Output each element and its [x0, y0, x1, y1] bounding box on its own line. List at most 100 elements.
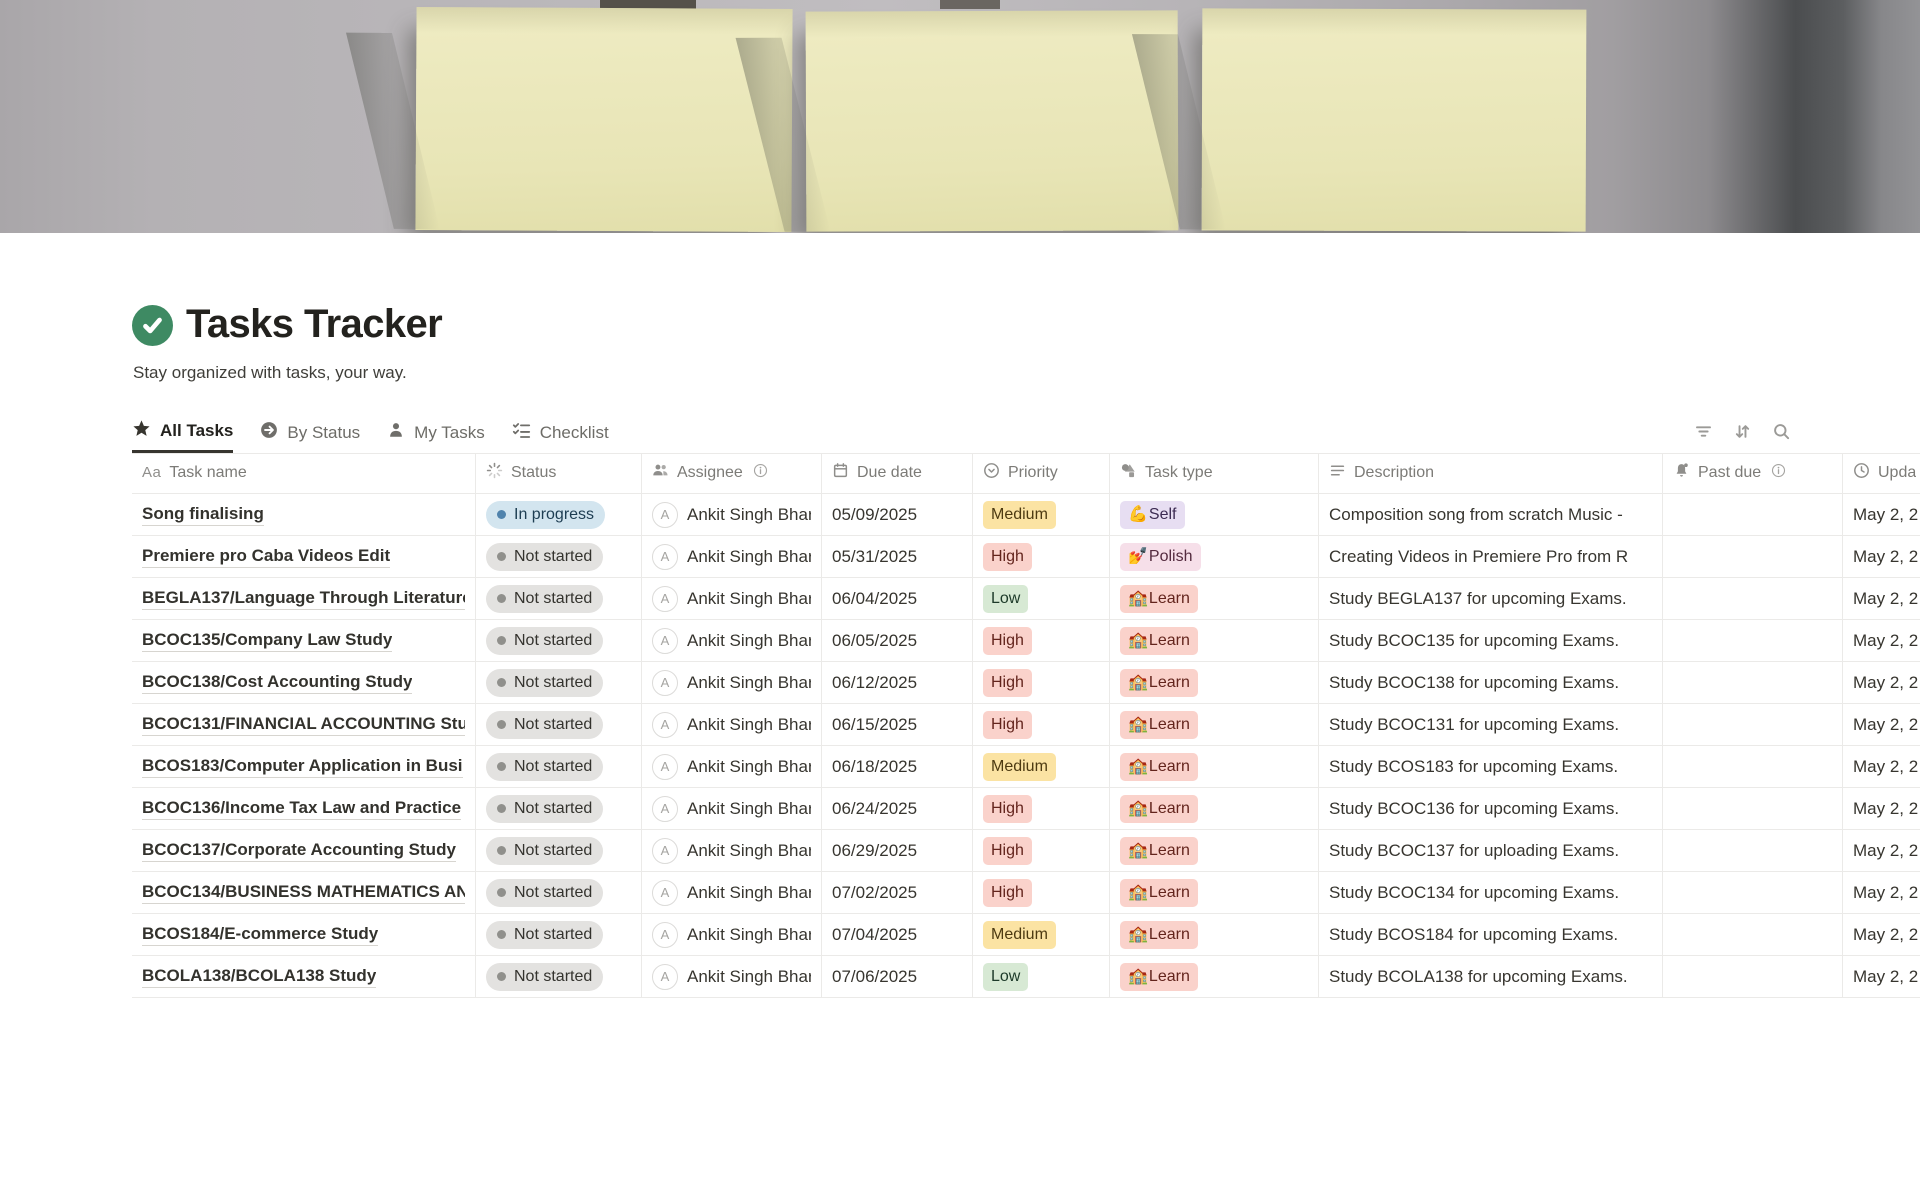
description-cell[interactable]: Study BCOS183 for upcoming Exams.: [1319, 746, 1663, 788]
assignee-cell[interactable]: A Ankit Singh Bhar: [642, 746, 822, 788]
assignee-cell[interactable]: A Ankit Singh Bhar: [642, 662, 822, 704]
status-cell[interactable]: Not started: [476, 830, 642, 872]
past-due-cell[interactable]: [1663, 662, 1843, 704]
description-cell[interactable]: Creating Videos in Premiere Pro from R: [1319, 536, 1663, 578]
updated-cell[interactable]: May 2, 2: [1843, 620, 1920, 662]
search-icon[interactable]: [1770, 420, 1792, 442]
tab-my-tasks[interactable]: My Tasks: [387, 412, 485, 453]
due-date-cell[interactable]: 06/05/2025: [822, 620, 973, 662]
due-date-cell[interactable]: 07/02/2025: [822, 872, 973, 914]
task-name-link[interactable]: BCOC137/Corporate Accounting Study: [142, 840, 456, 862]
task-name-cell[interactable]: BCOS184/E-commerce Study: [132, 914, 476, 956]
assignee-cell[interactable]: A Ankit Singh Bhar: [642, 536, 822, 578]
description-cell[interactable]: Study BCOC137 for uploading Exams.: [1319, 830, 1663, 872]
assignee-cell[interactable]: A Ankit Singh Bhar: [642, 620, 822, 662]
column-header-status[interactable]: Status: [476, 453, 642, 494]
assignee-cell[interactable]: A Ankit Singh Bhar: [642, 830, 822, 872]
status-cell[interactable]: Not started: [476, 620, 642, 662]
priority-cell[interactable]: High: [973, 830, 1110, 872]
task-name-link[interactable]: Song finalising: [142, 504, 264, 526]
task-name-cell[interactable]: BCOC135/Company Law Study: [132, 620, 476, 662]
column-header-description[interactable]: Description: [1319, 453, 1663, 494]
task-type-cell[interactable]: 🏫 Learn: [1110, 578, 1319, 620]
updated-cell[interactable]: May 2, 2: [1843, 872, 1920, 914]
assignee-cell[interactable]: A Ankit Singh Bhar: [642, 872, 822, 914]
task-name-link[interactable]: BCOS183/Computer Application in Busi: [142, 756, 463, 778]
task-name-link[interactable]: BCOC138/Cost Accounting Study: [142, 672, 413, 694]
cover-photo[interactable]: [0, 0, 1920, 233]
task-name-cell[interactable]: BCOLA138/BCOLA138 Study: [132, 956, 476, 998]
task-name-cell[interactable]: BCOS183/Computer Application in Busi: [132, 746, 476, 788]
past-due-cell[interactable]: [1663, 830, 1843, 872]
column-header-assignee[interactable]: Assignee: [642, 453, 822, 494]
status-cell[interactable]: Not started: [476, 914, 642, 956]
description-cell[interactable]: Study BCOC134 for upcoming Exams.: [1319, 872, 1663, 914]
task-type-cell[interactable]: 🏫 Learn: [1110, 704, 1319, 746]
task-type-cell[interactable]: 🏫 Learn: [1110, 746, 1319, 788]
priority-cell[interactable]: High: [973, 704, 1110, 746]
priority-cell[interactable]: High: [973, 536, 1110, 578]
status-cell[interactable]: Not started: [476, 536, 642, 578]
past-due-cell[interactable]: [1663, 494, 1843, 536]
task-name-link[interactable]: BCOLA138/BCOLA138 Study: [142, 966, 377, 988]
priority-cell[interactable]: High: [973, 662, 1110, 704]
column-header-name[interactable]: Aa Task name: [132, 453, 476, 494]
task-name-cell[interactable]: BCOC138/Cost Accounting Study: [132, 662, 476, 704]
updated-cell[interactable]: May 2, 2: [1843, 536, 1920, 578]
due-date-cell[interactable]: 07/04/2025: [822, 914, 973, 956]
priority-cell[interactable]: High: [973, 788, 1110, 830]
task-name-link[interactable]: BCOC131/FINANCIAL ACCOUNTING Stu: [142, 714, 465, 736]
tab-all-tasks[interactable]: All Tasks: [132, 412, 234, 453]
due-date-cell[interactable]: 06/15/2025: [822, 704, 973, 746]
green-check-icon[interactable]: [132, 305, 173, 346]
due-date-cell[interactable]: 06/04/2025: [822, 578, 973, 620]
description-cell[interactable]: Study BEGLA137 for upcoming Exams.: [1319, 578, 1663, 620]
due-date-cell[interactable]: 06/18/2025: [822, 746, 973, 788]
past-due-cell[interactable]: [1663, 746, 1843, 788]
sort-icon[interactable]: [1731, 420, 1753, 442]
due-date-cell[interactable]: 06/29/2025: [822, 830, 973, 872]
status-cell[interactable]: Not started: [476, 872, 642, 914]
page-subtitle[interactable]: Stay organized with tasks, your way.: [133, 363, 407, 382]
task-name-link[interactable]: BCOC135/Company Law Study: [142, 630, 393, 652]
priority-cell[interactable]: Low: [973, 956, 1110, 998]
task-type-cell[interactable]: 🏫 Learn: [1110, 620, 1319, 662]
description-cell[interactable]: Study BCOLA138 for upcoming Exams.: [1319, 956, 1663, 998]
task-name-cell[interactable]: BCOC131/FINANCIAL ACCOUNTING Stu: [132, 704, 476, 746]
past-due-cell[interactable]: [1663, 788, 1843, 830]
due-date-cell[interactable]: 05/31/2025: [822, 536, 973, 578]
description-cell[interactable]: Study BCOC131 for upcoming Exams.: [1319, 704, 1663, 746]
task-name-cell[interactable]: BEGLA137/Language Through Literature: [132, 578, 476, 620]
column-header-due[interactable]: Due date: [822, 453, 973, 494]
column-header-updated[interactable]: Upda: [1843, 453, 1920, 494]
column-header-past_due[interactable]: Past due: [1663, 453, 1843, 494]
description-cell[interactable]: Composition song from scratch Music -: [1319, 494, 1663, 536]
tab-by-status[interactable]: By Status: [260, 412, 360, 453]
updated-cell[interactable]: May 2, 2: [1843, 578, 1920, 620]
past-due-cell[interactable]: [1663, 578, 1843, 620]
task-type-cell[interactable]: 🏫 Learn: [1110, 956, 1319, 998]
priority-cell[interactable]: High: [973, 620, 1110, 662]
description-cell[interactable]: Study BCOC136 for upcoming Exams.: [1319, 788, 1663, 830]
task-name-link[interactable]: BCOS184/E-commerce Study: [142, 924, 379, 946]
due-date-cell[interactable]: 07/06/2025: [822, 956, 973, 998]
assignee-cell[interactable]: A Ankit Singh Bhar: [642, 788, 822, 830]
past-due-cell[interactable]: [1663, 914, 1843, 956]
assignee-cell[interactable]: A Ankit Singh Bhar: [642, 956, 822, 998]
task-name-link[interactable]: Premiere pro Caba Videos Edit: [142, 546, 391, 568]
priority-cell[interactable]: Medium: [973, 914, 1110, 956]
task-type-cell[interactable]: 🏫 Learn: [1110, 662, 1319, 704]
task-name-cell[interactable]: BCOC134/BUSINESS MATHEMATICS AN: [132, 872, 476, 914]
page-title[interactable]: Tasks Tracker: [186, 302, 443, 346]
task-name-link[interactable]: BCOC136/Income Tax Law and Practice: [142, 798, 462, 820]
updated-cell[interactable]: May 2, 2: [1843, 746, 1920, 788]
task-name-cell[interactable]: BCOC136/Income Tax Law and Practice: [132, 788, 476, 830]
task-name-link[interactable]: BEGLA137/Language Through Literature: [142, 588, 465, 610]
past-due-cell[interactable]: [1663, 620, 1843, 662]
task-type-cell[interactable]: 💪 Self: [1110, 494, 1319, 536]
task-name-link[interactable]: BCOC134/BUSINESS MATHEMATICS AN: [142, 882, 465, 904]
status-cell[interactable]: Not started: [476, 788, 642, 830]
priority-cell[interactable]: Medium: [973, 494, 1110, 536]
task-name-cell[interactable]: Premiere pro Caba Videos Edit: [132, 536, 476, 578]
task-name-cell[interactable]: BCOC137/Corporate Accounting Study: [132, 830, 476, 872]
